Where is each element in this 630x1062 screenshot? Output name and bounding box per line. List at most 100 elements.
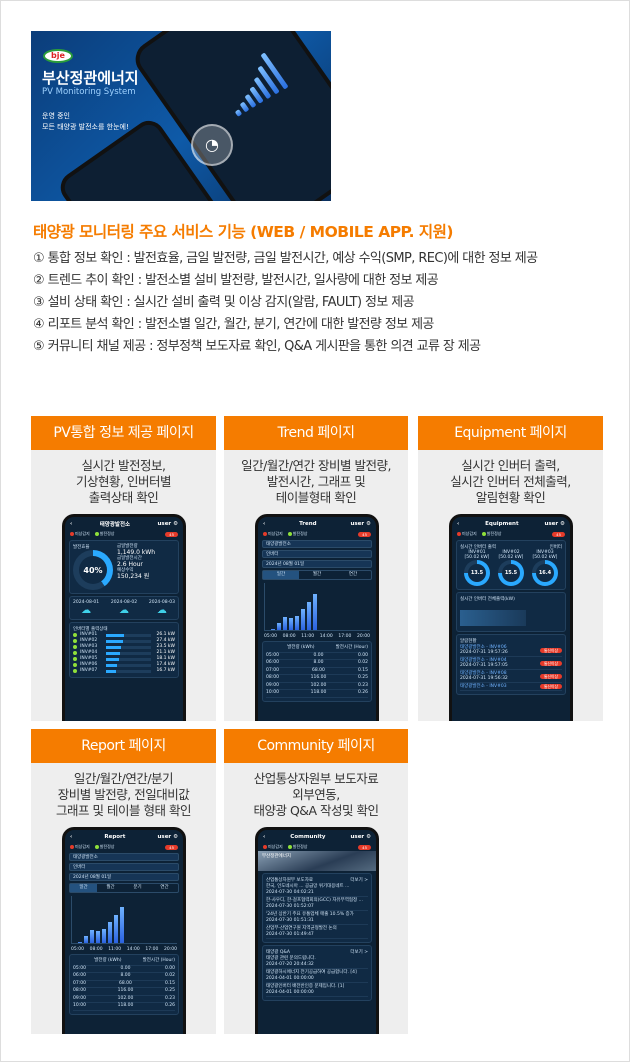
table-cell: 118.00 [117,1003,134,1008]
table-cell: 09:00 [266,682,279,688]
more-link[interactable]: 더보기 > [350,950,368,955]
status-bar: 미상감지 발전정상 45 [65,843,183,851]
date-picker[interactable]: 2024년 08월 01일 [262,560,372,568]
banner-tagline: 운영 중인 모든 태양광 발전소를 한눈에! [42,111,129,133]
alarm-row[interactable]: 태양광발전소 - INV#03 통신이상 [460,683,562,691]
post-item[interactable]: 태양광 관련 문의드립니다. 2024-07-20 20:44:32 [266,955,368,969]
table-cell: 07:00 [73,980,86,986]
post-item[interactable]: '24년 상반기 주요 유통업체 매출 10.5% 증가 2024-07-30 0… [266,911,368,925]
inverter-name: INV#04 [80,650,98,655]
gauge-capacity: [50.02 kW] [498,555,524,560]
period-tab[interactable]: 일간 [263,571,299,579]
post-date: 2024-07-20 20:44:32 [266,961,314,967]
x-tick: 11:00 [301,634,315,639]
gear-icon[interactable]: ⚙ [366,520,371,527]
description-line: 태양광 Q&A 작성및 확인 [253,803,379,818]
post-title: 태양광하시에너지 전기공급하여 공급합니다. [4] [266,970,357,975]
gear-icon[interactable]: ⚙ [173,520,178,527]
card-description: 산업통상자원부 보도자료 외부연동, 태양광 Q&A 작성및 확인 [224,771,408,827]
inverter-select[interactable]: 인버터 [69,863,179,871]
back-icon[interactable]: ‹ [263,520,266,527]
description-line: 기상현황, 인버터별 [76,474,171,489]
feature-item: ③ 설비 상태 확인 : 실시간 설비 출력 및 이상 감지(알람, FAULT… [33,295,415,310]
gauge-capacity: [50.02 kW] [532,555,558,560]
post-date: 2024-07-30 01:49:47 [266,931,314,937]
back-icon[interactable]: ‹ [70,520,73,527]
post-date: 2024-04-01 00:00:00 [266,989,314,995]
weather-date: 2024-08-01 [73,600,100,605]
plant-select[interactable]: 태양광발전소 [262,540,372,548]
x-tick: 05:00 [264,634,277,639]
period-tab[interactable]: 일간 [70,884,97,892]
inverter-output: 17.4 kW [156,662,175,667]
weather-date: 2024-08-02 [110,600,138,605]
screen-title: Equipment [485,520,519,527]
period-tab[interactable]: 연간 [348,572,358,577]
date-picker[interactable]: 2024년 08월 01일 [69,873,179,881]
more-link[interactable]: 더보기 > [350,878,368,883]
alarm-row[interactable]: 태양광발전소 - INV#08 2024-07-31 19:56:32 통신이상 [460,670,562,683]
post-item[interactable]: 한-사우디, 한-걸프협력회의(GCC) 자유무역협정 ... 2024-07-3… [266,897,368,911]
description-line: 테이블형태 확인 [275,490,357,505]
table-cell: 08:00 [73,988,86,993]
bar-chart [71,896,177,944]
post-item[interactable]: 한국, 인도네시아 ... 공급망 위기대응네트 ... 2024-07-30 0… [266,883,368,897]
alarm-row[interactable]: 태양광발전소 - INV#04 2024-07-31 19:57:05 통신이상 [460,657,562,670]
table-cell: 0.25 [357,675,368,680]
table-cell: 10:00 [266,690,279,695]
inverter-name: INV#07 [80,668,98,673]
description-line: 산업통상자원부 보도자료 [253,771,379,786]
alarm-source: 태양광발전소 - INV#08 [460,671,507,676]
news-title: 산업통상자원부 보도자료 [266,878,313,883]
plant-select[interactable]: 태양광발전소 [69,853,179,861]
table-cell: 05:00 [73,965,86,971]
period-tab[interactable]: 분기 [133,885,142,890]
status-normal: 발전정상 [486,531,502,536]
alarm-row[interactable]: 태양광발전소 - INV#06 2024-07-31 19:57:26 통신이상 [460,644,562,657]
status-fault: 미상감지 [462,531,477,536]
gear-icon[interactable]: ⚙ [560,520,565,527]
period-tab[interactable]: 연간 [160,885,169,890]
post-title: '24년 상반기 주요 유통업체 매출 10.5% 증가 [266,912,354,917]
tagline-1: 운영 중인 [42,112,70,120]
status-bar: 미상감지 발전정상 45 [65,530,183,538]
post-title: 태양광인버터 배전반인증 문제입니다. [1] [266,984,345,989]
card-description: 일간/월간/연간/분기 장비별 발전량, 전일대비값 그래프 및 테이블 형태 확인 [31,771,216,827]
feature-item: ④ 리포트 분석 확인 : 발전소별 일간, 월간, 분기, 연간에 대한 발전… [33,317,434,332]
post-item[interactable]: 태양광하시에너지 전기공급하여 공급합니다. [4] 2024-04-01 00:… [266,969,368,983]
screen-title: 태양광발전소 [99,521,131,528]
alarm-source: 태양광발전소 - INV#03 [460,684,507,689]
gear-icon[interactable]: ⚙ [366,833,371,840]
table-row: 06:00 8.00 0.02 [266,660,368,668]
gauge-icon: ◔ [191,124,233,166]
post-date: 2024-07-30 04:02:21 [266,889,314,895]
x-tick: 08:00 [89,947,103,952]
period-tab[interactable]: 월간 [312,572,322,577]
description-line: 외부연동, [292,787,340,802]
gauge-name: INV#02 [502,550,520,555]
post-item[interactable]: 산업부-산업연구원 지역균형발전 논의 2024-07-30 01:49:47 [266,925,368,939]
inverter-output: 27.4 kW [156,638,175,643]
inverter-name: INV#05 [80,656,98,661]
weather-panel: 2024-08-01 ☁ 2024-08-02 ☁ 2024-08-03 ☁ [69,596,179,620]
back-icon[interactable]: ‹ [70,833,73,840]
efficiency-donut: 40% [73,550,113,590]
back-icon[interactable]: ‹ [457,520,460,527]
weather-date: 2024-08-03 [148,600,175,605]
table-cell: 0.26 [164,1003,175,1008]
period-tab[interactable]: 월간 [106,885,115,890]
inverter-select[interactable]: 인버터 [262,550,372,558]
table-cell: 0.15 [164,980,175,986]
page-card-equipment: Equipment 페이지 실시간 인버터 출력, 실시간 인버터 전체출력, 알림현… [418,416,603,721]
back-icon[interactable]: ‹ [263,833,266,840]
news-panel: 산업통상자원부 보도자료 더보기 > 한국, 인도네시아 ... 공급망 위기대응네… [262,873,372,943]
gear-icon[interactable]: ⚙ [173,833,178,840]
filter-select[interactable]: 인버터 [549,545,562,550]
post-title: 산업부-산업연구원 지역균형발전 논의 [266,926,337,931]
post-item[interactable]: 태양광인버터 배전반인증 문제입니다. [1] 2024-04-01 00:00:… [266,983,368,997]
summary-panel: 발전효율 40% 금일발전량 1,149.0 kWh 금일발전시간 2.6 Hour … [69,540,179,594]
qa-title: 태양광 Q&A [266,950,290,955]
status-normal: 발전정상 [292,844,308,849]
chart-bar [271,629,275,630]
output-gauge: 13.5 [464,560,490,586]
